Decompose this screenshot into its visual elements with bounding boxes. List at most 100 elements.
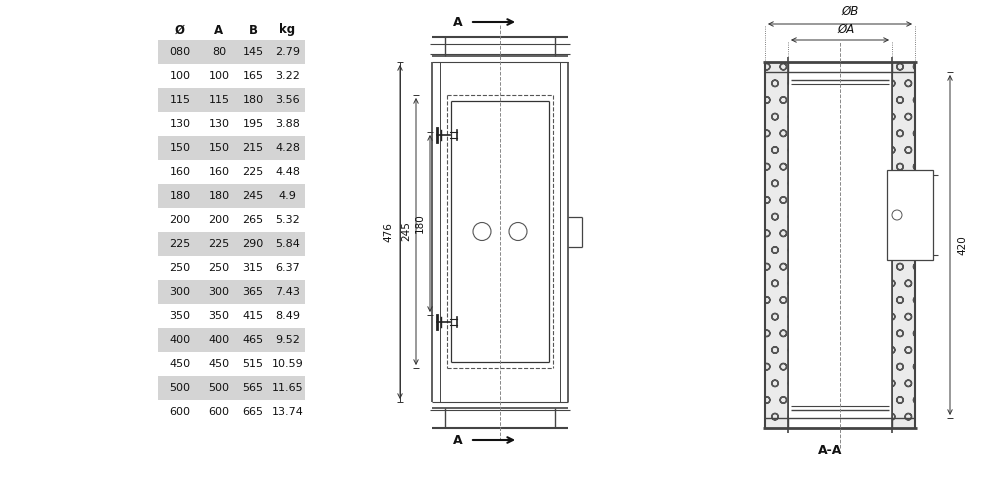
Text: ØA: ØA	[837, 23, 855, 36]
Bar	[158, 232, 202, 256]
Text: 165: 165	[242, 71, 264, 81]
Text: A: A	[214, 24, 224, 36]
Bar	[765, 62, 788, 428]
Bar	[158, 136, 202, 160]
Bar	[270, 184, 305, 208]
Bar	[236, 232, 270, 256]
Text: 11.65: 11.65	[272, 383, 303, 393]
Text: 3.88: 3.88	[275, 119, 300, 129]
Bar	[270, 136, 305, 160]
Bar	[236, 280, 270, 304]
Text: 465: 465	[242, 335, 264, 345]
Text: A: A	[453, 434, 463, 446]
Text: 5.32: 5.32	[275, 215, 300, 225]
Text: B: B	[248, 24, 258, 36]
Bar	[158, 88, 202, 112]
Text: 080: 080	[169, 47, 191, 57]
Text: 245: 245	[401, 222, 411, 242]
Bar	[887, 170, 933, 260]
Text: 180: 180	[169, 191, 191, 201]
Text: 150: 150	[170, 143, 190, 153]
Text: 250: 250	[169, 263, 191, 273]
Text: 9.52: 9.52	[275, 335, 300, 345]
Text: 225: 225	[242, 167, 264, 177]
Text: 3.22: 3.22	[275, 71, 300, 81]
Text: Ø: Ø	[175, 24, 185, 36]
Bar	[158, 184, 202, 208]
Bar	[236, 40, 270, 64]
Text: 4.28: 4.28	[275, 143, 300, 153]
Bar	[236, 376, 270, 400]
Bar	[202, 40, 236, 64]
Text: 100: 100	[170, 71, 190, 81]
Text: 215: 215	[242, 143, 264, 153]
Text: 130: 130	[170, 119, 190, 129]
Bar	[892, 62, 915, 428]
Text: 476: 476	[383, 222, 393, 242]
Text: 3.56: 3.56	[275, 95, 300, 105]
Text: 195: 195	[242, 119, 264, 129]
Text: 145: 145	[242, 47, 264, 57]
Text: 200: 200	[208, 215, 230, 225]
Text: 500: 500	[208, 383, 230, 393]
Bar	[236, 136, 270, 160]
Text: 420: 420	[957, 235, 967, 255]
Text: 160: 160	[170, 167, 190, 177]
Bar	[236, 184, 270, 208]
Text: 450: 450	[169, 359, 191, 369]
Bar	[270, 376, 305, 400]
Text: 500: 500	[170, 383, 190, 393]
Text: kg: kg	[279, 24, 296, 36]
Text: 4.48: 4.48	[275, 167, 300, 177]
Bar	[202, 136, 236, 160]
Text: 10.59: 10.59	[272, 359, 303, 369]
Text: 115: 115	[208, 95, 230, 105]
Text: 180: 180	[208, 191, 230, 201]
Text: 565: 565	[242, 383, 264, 393]
Text: 6.37: 6.37	[275, 263, 300, 273]
Bar	[270, 88, 305, 112]
Text: 300: 300	[170, 287, 190, 297]
Text: 130: 130	[208, 119, 230, 129]
Text: 150: 150	[208, 143, 230, 153]
Text: 365: 365	[242, 287, 264, 297]
Text: 400: 400	[169, 335, 191, 345]
Text: 80: 80	[212, 47, 226, 57]
Text: A: A	[453, 16, 463, 28]
Text: 665: 665	[242, 407, 264, 417]
Text: 300: 300	[208, 287, 230, 297]
Bar	[270, 280, 305, 304]
Bar	[158, 280, 202, 304]
Text: 350: 350	[170, 311, 190, 321]
Bar	[236, 328, 270, 352]
Text: 290: 290	[242, 239, 264, 249]
Text: 415: 415	[242, 311, 264, 321]
Text: 515: 515	[242, 359, 264, 369]
Bar	[158, 328, 202, 352]
Bar	[158, 40, 202, 64]
Bar	[202, 376, 236, 400]
Bar	[202, 328, 236, 352]
Text: ØB: ØB	[841, 5, 859, 18]
Text: 7.43: 7.43	[275, 287, 300, 297]
Text: 115: 115	[170, 95, 190, 105]
Bar	[202, 88, 236, 112]
Text: 265: 265	[242, 215, 264, 225]
Text: 5.84: 5.84	[275, 239, 300, 249]
Text: 200: 200	[169, 215, 191, 225]
Text: 225: 225	[169, 239, 191, 249]
Text: 350: 350	[208, 311, 230, 321]
Text: 245: 245	[242, 191, 264, 201]
Text: 13.74: 13.74	[272, 407, 303, 417]
Text: 450: 450	[208, 359, 230, 369]
Bar	[202, 232, 236, 256]
Text: 180: 180	[242, 95, 264, 105]
Text: 250: 250	[208, 263, 230, 273]
Bar	[236, 88, 270, 112]
Bar	[270, 40, 305, 64]
Bar	[270, 328, 305, 352]
Text: 180: 180	[415, 214, 425, 234]
Text: 100: 100	[208, 71, 230, 81]
Bar	[270, 232, 305, 256]
Text: 315: 315	[242, 263, 264, 273]
